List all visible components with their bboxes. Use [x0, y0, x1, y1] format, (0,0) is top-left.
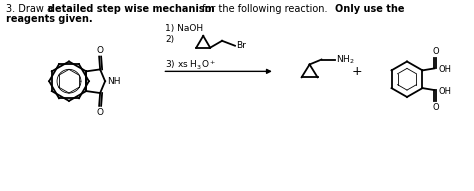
Text: 1) NaOH: 1) NaOH — [165, 24, 203, 33]
Text: +: + — [352, 65, 363, 78]
Text: Only use the: Only use the — [336, 4, 405, 14]
Text: OH: OH — [438, 87, 451, 96]
Text: 3) xs H$_3$O$^+$: 3) xs H$_3$O$^+$ — [165, 59, 217, 72]
Text: NH: NH — [107, 77, 120, 86]
Text: 2): 2) — [165, 35, 174, 44]
Text: Br: Br — [236, 41, 246, 50]
Text: 3. Draw a: 3. Draw a — [6, 4, 56, 14]
Text: O: O — [97, 108, 104, 117]
Text: for the following reaction.: for the following reaction. — [199, 4, 331, 14]
Text: NH$_2$: NH$_2$ — [337, 53, 355, 66]
Text: O: O — [432, 47, 439, 56]
Text: OH: OH — [438, 65, 451, 74]
Text: reagents given.: reagents given. — [6, 14, 93, 24]
Text: O: O — [97, 46, 104, 55]
Text: detailed step wise mechanism: detailed step wise mechanism — [48, 4, 215, 14]
Text: O: O — [432, 103, 439, 112]
